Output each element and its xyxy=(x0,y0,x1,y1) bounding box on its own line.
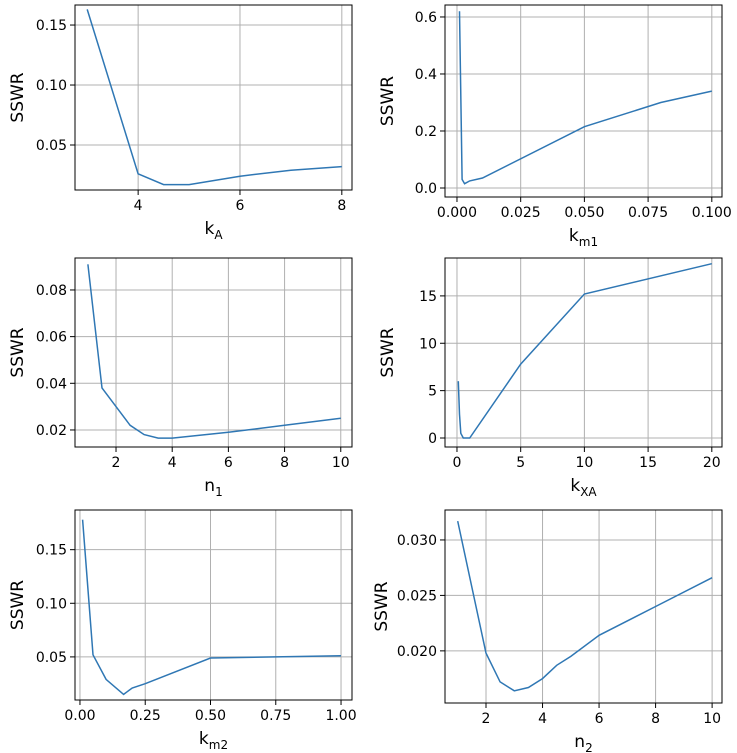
x-tick-label: 8 xyxy=(280,455,289,471)
x-axis-label-main: k xyxy=(569,226,579,246)
y-axis-label: SSWR xyxy=(378,76,398,126)
y-tick-label: 0.04 xyxy=(36,376,67,392)
y-tick-label: 0.6 xyxy=(415,10,437,26)
x-tick-label: 10 xyxy=(332,455,350,471)
y-tick-label: 0.030 xyxy=(397,533,437,549)
y-tick-label: 0.05 xyxy=(36,650,67,666)
y-axis-label: SSWR xyxy=(372,581,392,631)
y-tick-label: 5 xyxy=(428,384,437,400)
axes-frame xyxy=(444,509,723,704)
y-axis-label: SSWR xyxy=(8,72,28,122)
y-tick-label: 0.15 xyxy=(36,18,67,34)
x-axis-label-main: n xyxy=(204,476,215,496)
series-line xyxy=(456,520,713,692)
series-line xyxy=(81,519,342,696)
x-tick-label: 2 xyxy=(112,455,121,471)
x-tick-label: 0.75 xyxy=(260,708,291,724)
axes-frame xyxy=(444,4,723,198)
x-tick-label: 0.050 xyxy=(564,205,604,221)
series-line xyxy=(458,11,712,185)
x-axis-label: kA xyxy=(204,219,223,242)
subplot-2: 0.000 0.025 0.050 0.075 0.100 0.0 0.2 0.4 0.6 km1… xyxy=(378,4,732,249)
x-tick-label: 1.00 xyxy=(325,708,356,724)
x-tick-label: 6 xyxy=(595,711,604,727)
x-tick-label: 0.075 xyxy=(628,205,668,221)
x-tick-label: 0 xyxy=(453,455,462,471)
x-tick-label: 4 xyxy=(538,711,547,727)
subplot-5: 0.00 0.25 0.50 0.75 1.00 0.05 0.10 0.15 km2 SSWR xyxy=(8,509,357,752)
x-tick-label: 0.50 xyxy=(195,708,226,724)
x-tick-label: 0.100 xyxy=(692,205,732,221)
axes-frame xyxy=(444,257,723,448)
x-tick-label: 15 xyxy=(639,455,657,471)
x-axis-label: n2 xyxy=(574,732,592,753)
axes-frame xyxy=(74,509,353,701)
axes-frame xyxy=(74,257,353,448)
y-tick-label: 0.15 xyxy=(36,543,67,559)
y-tick-label: 0.025 xyxy=(397,588,437,604)
x-axis-label: kXA xyxy=(570,476,597,499)
x-tick-label: 8 xyxy=(651,711,660,727)
x-axis-label-main: k xyxy=(204,219,214,239)
x-tick-label: 5 xyxy=(516,455,525,471)
y-tick-label: 0.020 xyxy=(397,644,437,660)
y-tick-label: 0.2 xyxy=(415,124,437,140)
subplot-4: 0 5 10 15 20 0 5 10 15 kXA SSWR xyxy=(378,257,723,499)
x-axis-label-sub: m2 xyxy=(209,738,228,752)
x-axis-label-sub: m1 xyxy=(579,235,598,249)
x-tick-label: 8 xyxy=(337,198,346,214)
x-axis-label-sub: 1 xyxy=(215,485,223,499)
subplot-3: 2 4 6 8 10 0.02 0.04 0.06 0.08 n1 SSWR xyxy=(8,257,353,499)
x-tick-label: 20 xyxy=(703,455,721,471)
x-tick-label: 4 xyxy=(134,198,143,214)
y-tick-label: 0 xyxy=(428,431,437,447)
x-tick-label: 0.00 xyxy=(64,708,95,724)
x-axis-label: km1 xyxy=(569,226,598,249)
y-axis-label: SSWR xyxy=(8,327,28,377)
x-axis-label: n1 xyxy=(204,476,222,499)
y-tick-label: 0.4 xyxy=(415,67,437,83)
x-axis-label-sub: A xyxy=(214,228,223,242)
x-tick-label: 6 xyxy=(224,455,233,471)
y-tick-label: 0.10 xyxy=(36,78,67,94)
y-tick-label: 0.02 xyxy=(36,423,67,439)
x-tick-label: 0.25 xyxy=(130,708,161,724)
x-tick-label: 2 xyxy=(482,711,491,727)
series-line xyxy=(457,262,712,439)
x-tick-label: 0.025 xyxy=(501,205,541,221)
y-tick-label: 0.05 xyxy=(36,138,67,154)
x-tick-label: 4 xyxy=(168,455,177,471)
x-axis-label-main: n xyxy=(574,732,585,752)
x-tick-label: 10 xyxy=(575,455,593,471)
x-tick-label: 0.000 xyxy=(437,205,477,221)
y-tick-label: 0.08 xyxy=(36,283,67,299)
y-axis-label: SSWR xyxy=(8,580,28,630)
y-tick-label: 10 xyxy=(419,336,437,352)
y-tick-label: 0.06 xyxy=(36,330,67,346)
y-tick-label: 0.10 xyxy=(36,596,67,612)
subplot-1: 4 6 8 0.05 0.10 0.15 kA SSWR xyxy=(8,4,353,242)
x-axis-label-main: k xyxy=(570,476,580,496)
x-axis-label-main: k xyxy=(199,729,209,749)
x-axis-label-sub: 2 xyxy=(585,741,593,753)
y-tick-label: 0.0 xyxy=(415,181,437,197)
y-axis-label: SSWR xyxy=(378,327,398,377)
axes-frame xyxy=(74,4,353,191)
x-tick-label: 6 xyxy=(236,198,245,214)
series-line xyxy=(86,9,342,186)
x-axis-label-sub: XA xyxy=(580,485,597,499)
x-axis-label: km2 xyxy=(199,729,228,752)
series-line xyxy=(87,264,341,439)
x-tick-label: 10 xyxy=(703,711,721,727)
y-tick-label: 15 xyxy=(419,289,437,305)
